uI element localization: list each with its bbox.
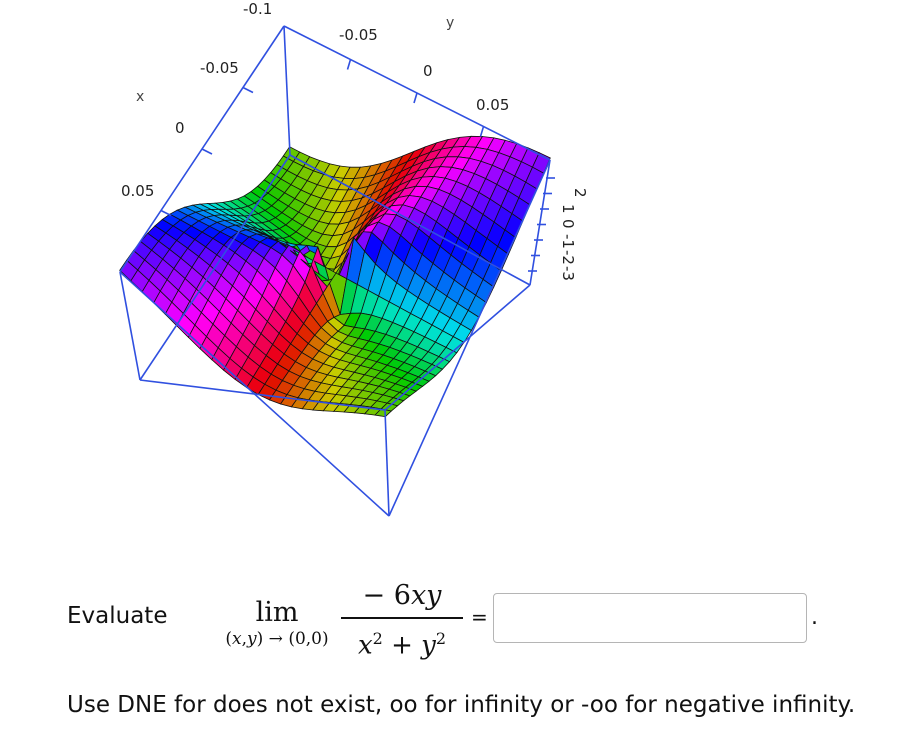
axis-ticks <box>160 59 555 272</box>
frame-vertical-edge <box>119 271 141 381</box>
frame-edge <box>289 154 531 286</box>
x-tick-label-0-05: 0.05 <box>121 182 154 200</box>
num-var-x: x <box>410 580 427 611</box>
surface-mesh <box>119 135 551 418</box>
limit-fraction: − 6xy x2 + y2 <box>337 575 467 666</box>
limit-subscript: (x,y) → (0,0) <box>225 629 329 649</box>
den-exp-x: 2 <box>372 629 383 648</box>
y-tick-label-minus-0-05: -0.05 <box>339 26 378 44</box>
z-tick-label-minus-1: -1 <box>559 234 577 249</box>
den-var-y: y <box>421 630 436 661</box>
x-tick-label-minus-0-05: -0.05 <box>200 59 239 77</box>
evaluate-label: Evaluate <box>67 603 168 629</box>
z-tick-label-minus-3: -3 <box>559 266 577 281</box>
den-var-x: x <box>357 630 373 661</box>
x-axis-label: x <box>136 89 144 105</box>
equals-sign: = <box>471 605 488 629</box>
frame-edge <box>139 154 291 381</box>
sub-point: (0,0) <box>288 629 329 649</box>
x-tick-label-0: 0 <box>175 119 185 137</box>
z-tick-labels: 2 1 0 -1 -2 -3 <box>559 188 589 281</box>
frame-vertical-edge <box>384 409 390 517</box>
num-var-y: y <box>426 580 442 611</box>
z-tick-label-1: 1 <box>559 204 577 214</box>
y-axis-tick <box>413 92 418 104</box>
lim-word: lim <box>255 597 299 628</box>
frame-vertical-edge <box>283 25 291 156</box>
y-tick-label-0: 0 <box>423 62 433 80</box>
z-tick-label-0: 0 <box>559 219 577 229</box>
fraction-numerator: − 6xy <box>337 575 467 617</box>
instructions-text: Use DNE for does not exist, oo for infin… <box>67 692 856 718</box>
frame-edge <box>139 379 386 411</box>
y-axis-tick <box>346 59 352 70</box>
y-tick-label-0-05: 0.05 <box>476 96 509 114</box>
x-axis-tick <box>160 209 172 217</box>
limit-problem: Evaluate lim (x,y) → (0,0) − 6xy x2 + y2… <box>67 575 887 665</box>
z-tick-label-2: 2 <box>571 188 589 198</box>
sub-var-y: y <box>247 629 257 649</box>
sub-var-x: x <box>232 629 242 649</box>
den-plus: + <box>391 630 413 661</box>
frame-edge <box>384 284 531 411</box>
surface-plot: -0.1 -0.05 0 0.05 x -0.05 0 0.05 y 2 1 0… <box>119 0 589 517</box>
x-tick-label-minus-0-1: -0.1 <box>243 0 272 18</box>
bounding-box-frame <box>119 25 551 517</box>
fraction-bar <box>341 617 463 619</box>
limit-operator: lim (x,y) → (0,0) <box>187 597 367 649</box>
den-exp-y: 2 <box>435 629 447 648</box>
y-axis-tick <box>479 126 485 137</box>
x-axis-tick <box>201 148 213 155</box>
x-axis-tick <box>242 86 254 94</box>
sentence-period: . <box>811 605 818 630</box>
fraction-denominator: x2 + y2 <box>337 619 467 666</box>
z-tick-label-minus-2: -2 <box>559 250 577 265</box>
numerator-coefficient: − 6 <box>362 580 411 611</box>
answer-input[interactable] <box>493 593 807 643</box>
surface-patch <box>374 408 393 418</box>
frame-vertical-edge <box>529 159 551 286</box>
y-axis-label: y <box>446 15 454 31</box>
